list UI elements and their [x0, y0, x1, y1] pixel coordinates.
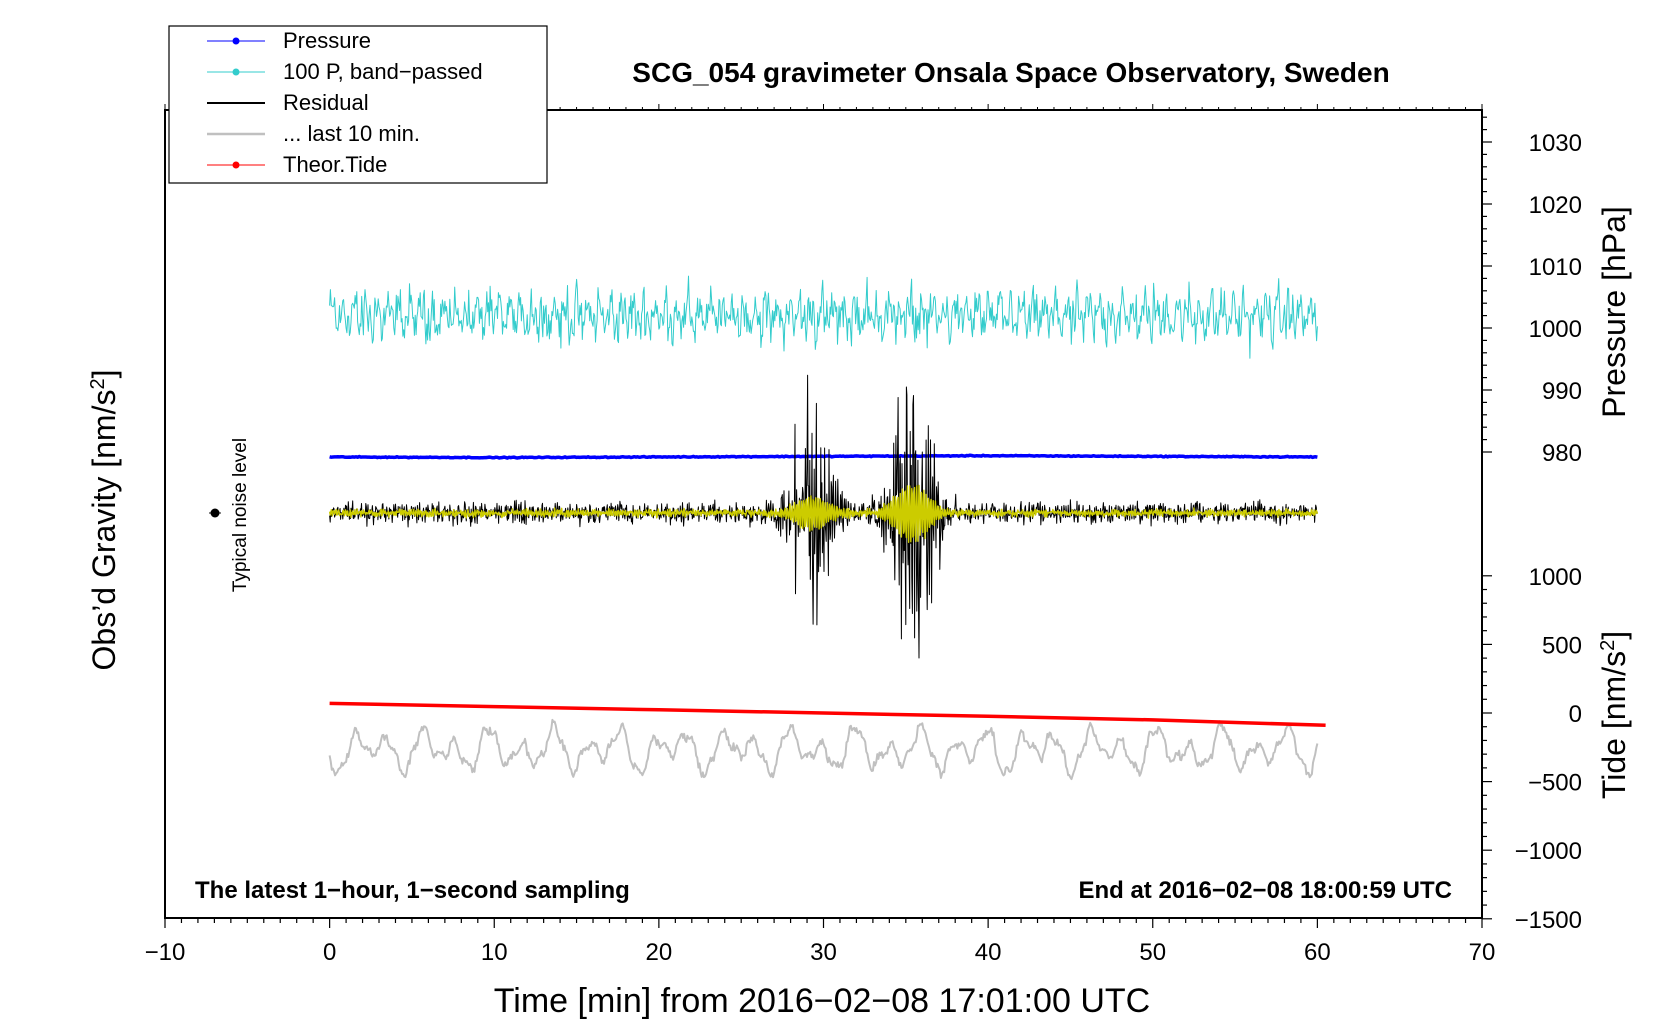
legend-entry-pressure: Pressure: [207, 28, 371, 53]
pressure-tick-label: 1030: [1529, 130, 1582, 157]
svg-text:Residual: Residual: [283, 90, 369, 115]
legend-entry-residual: Residual: [207, 90, 369, 115]
tide-line: [329, 701, 1326, 728]
legend: Pressure 100 P, band−passed Residual ...…: [168, 25, 548, 184]
x-axis: −10 0 10 20 30 40 50 60 70: [145, 104, 1496, 966]
noise-marker: [210, 508, 220, 518]
tide-tick-label: 0: [1569, 701, 1582, 728]
x-tick-label: 20: [646, 939, 673, 966]
chart-title: SCG_054 gravimeter Onsala Space Observat…: [632, 57, 1389, 88]
x-axis-label: Time [min] from 2016−02−08 17:01:00 UTC: [494, 982, 1150, 1020]
pressure-tick-label: 980: [1542, 440, 1582, 467]
tide-tick-label: −1000: [1515, 838, 1582, 865]
y-axis-label-left: Obs’d Gravity [nm/s2]: [86, 370, 122, 671]
x-tick-label: 30: [810, 939, 837, 966]
footer-left: The latest 1−hour, 1−second sampling: [195, 877, 630, 904]
pressure-tick-label: 1010: [1529, 254, 1582, 281]
noise-indicator: Typical noise level: [209, 438, 251, 592]
x-tick-label: 40: [975, 939, 1002, 966]
x-tick-label: 0: [323, 939, 336, 966]
y-axis-label-tide: Tide [nm/s2]: [1596, 631, 1632, 799]
legend-entry-tide: Theor.Tide: [207, 152, 387, 177]
right-axis: 980 990 1000 1010 1020 1030 −1500 −1000 −500 0 500…: [1482, 116, 1582, 934]
legend-entry-last10: ... last 10 min.: [207, 121, 420, 146]
footer-right: End at 2016−02−08 18:00:59 UTC: [1078, 877, 1452, 904]
series-layer: [328, 275, 1326, 781]
x-tick-label: 60: [1304, 939, 1331, 966]
tide-tick-label: −1500: [1515, 907, 1582, 934]
svg-text:100 P, band−passed: 100 P, band−passed: [283, 59, 483, 84]
x-tick-label: −10: [145, 939, 186, 966]
residual-filtered-line: [328, 484, 1319, 543]
tide-tick-label: 1000: [1529, 564, 1582, 591]
x-tick-label: 70: [1469, 939, 1496, 966]
legend-entry-bandpassed: 100 P, band−passed: [207, 59, 483, 84]
pressure-tick-label: 1000: [1529, 316, 1582, 343]
tide-tick-label: −500: [1528, 770, 1582, 797]
legend-box: [168, 25, 548, 184]
noise-label: Typical noise level: [230, 438, 251, 592]
bandpassed-line: [329, 275, 1318, 359]
svg-text:... last 10 min.: ... last 10 min.: [283, 121, 420, 146]
pressure-line: [329, 453, 1318, 460]
y-axis-label-pressure: Pressure [hPa]: [1596, 206, 1632, 418]
pressure-tick-label: 1020: [1529, 192, 1582, 219]
svg-text:Pressure: Pressure: [283, 28, 371, 53]
last10-line: [328, 718, 1319, 781]
x-tick-label: 50: [1139, 939, 1166, 966]
svg-text:Theor.Tide: Theor.Tide: [283, 152, 387, 177]
pressure-tick-label: 990: [1542, 378, 1582, 405]
tide-tick-label: 500: [1542, 632, 1582, 659]
x-tick-label: 10: [481, 939, 508, 966]
